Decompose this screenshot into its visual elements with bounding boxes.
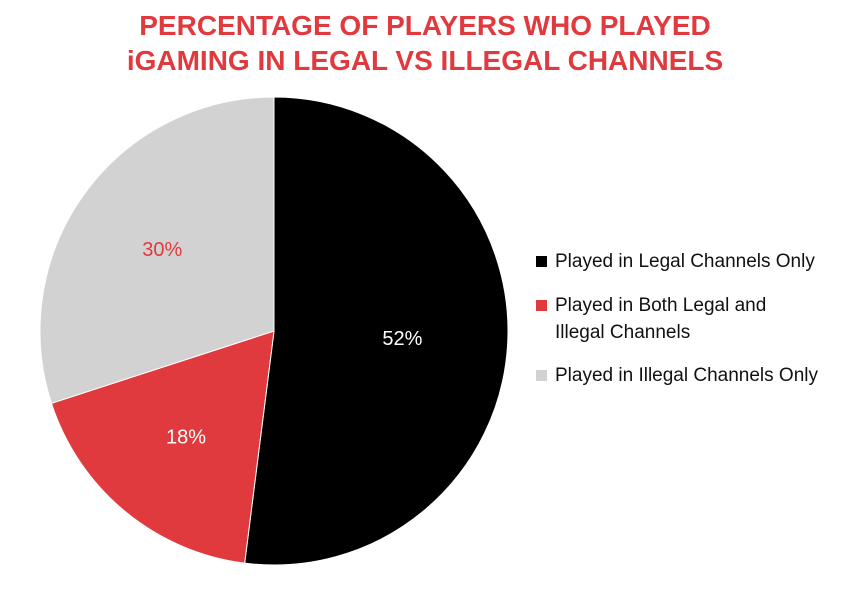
legend-item-illegal-only: Played in Illegal Channels Only [536, 362, 846, 389]
pie-label-both: 18% [166, 426, 206, 448]
legend-label-both-line-1: Played in Both Legal and [555, 295, 767, 316]
pie-slice-legal-only [244, 96, 509, 566]
legend-item-both: Played in Both Legal and Illegal Channel… [536, 292, 846, 346]
legend-swatch-illegal-only [536, 370, 547, 381]
legend-item-legal-only: Played in Legal Channels Only [536, 248, 846, 275]
pie-slice-both [50, 330, 275, 564]
legend-label-both-line-2: Illegal Channels [555, 322, 691, 343]
chart-title-line-1: PERCENTAGE OF PLAYERS WHO PLAYED [139, 10, 711, 41]
legend-swatch-legal-only [536, 256, 547, 267]
legend-swatch-both [536, 300, 547, 311]
chart-title: PERCENTAGE OF PLAYERS WHO PLAYED iGAMING… [0, 8, 850, 78]
legend-label-illegal-only: Played in Illegal Channels Only [555, 365, 818, 386]
legend-label-both: Played in Both Legal and Illegal Channel… [555, 292, 766, 346]
pie-label-legal-only: 52% [382, 328, 422, 350]
pie-labels: 52% 18% 30% [142, 239, 422, 449]
chart-title-line-2: iGAMING IN LEGAL VS ILLEGAL CHANNELS [126, 45, 724, 76]
pie-label-illegal-only: 30% [142, 239, 182, 261]
pie-slice-illegal-only [39, 96, 275, 404]
legend-label-legal-only: Played in Legal Channels Only [555, 251, 815, 272]
legend: Played in Legal Channels Only Played in … [536, 248, 846, 406]
pie-slices [39, 96, 509, 566]
